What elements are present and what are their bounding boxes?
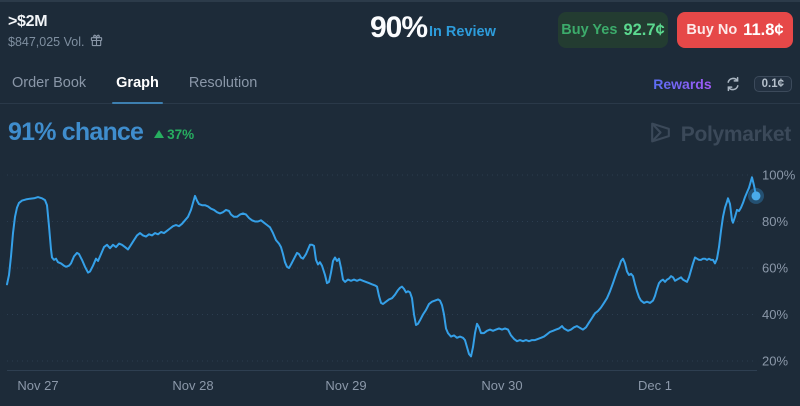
price-chart[interactable]: 100% 80% 60% 40% 20% Nov 27 Nov 28 Nov 29 Nov 30… [0,160,800,401]
polymarket-logo-icon [648,120,673,150]
rewards-link[interactable]: Rewards [653,76,712,92]
buy-yes-price: 92.7¢ [623,20,665,39]
chance-row: 91% chance 37% [8,118,194,147]
delta-value: 37% [167,126,195,142]
price-chart-svg[interactable]: 100% 80% 60% 40% 20% Nov 27 Nov 28 Nov 29 Nov 30… [0,160,800,401]
chance-value: 91% chance [8,118,144,146]
tab-bar: Order Book Graph Resolution [0,62,800,104]
y-axis-label: 80% [762,214,788,229]
y-axis-label: 40% [762,307,788,322]
chance-delta: 37% [154,124,194,142]
y-axis-label: 60% [762,261,788,276]
y-axis-label: 20% [762,354,788,369]
status-badge: In Review [429,24,496,40]
top-divider [0,0,800,2]
tab-bar-right: Rewards 0.1¢ [653,70,792,98]
end-marker-dot [751,191,761,201]
active-tab-underline [112,102,163,104]
brand-watermark: Polymarket [648,120,791,150]
buy-no-label: Buy No [686,22,738,38]
buy-no-price: 11.8¢ [743,20,784,39]
volume-row: $847,025 Vol. [8,34,103,50]
delta-up-icon [154,130,165,138]
tab-graph-label: Graph [116,74,159,91]
x-axis-label: Nov 30 [481,378,522,393]
buy-yes-label: Buy Yes [561,22,618,38]
x-axis-label: Nov 28 [172,378,213,393]
buy-yes-button[interactable]: Buy Yes 92.7¢ [558,12,668,48]
fee-badge[interactable]: 0.1¢ [753,76,792,92]
tab-resolution[interactable]: Resolution [185,62,262,103]
tab-order-book-label: Order Book [12,74,87,91]
brand-name: Polymarket [680,123,792,146]
x-axis-label: Nov 29 [325,378,366,393]
tab-order-book[interactable]: Order Book [8,62,90,103]
price-line [6,176,757,358]
x-axis-label: Nov 27 [17,378,58,393]
refresh-icon[interactable] [725,76,741,92]
x-axis-label: Dec 1 [638,378,672,393]
gift-icon[interactable] [90,34,103,50]
y-axis-label: 100% [762,168,796,183]
tab-graph[interactable]: Graph [112,62,163,104]
buy-no-button[interactable]: Buy No 11.8¢ [677,12,793,48]
volume-label: $847,025 Vol. [8,35,85,49]
market-probability: 90% [370,11,428,44]
market-title: >$2M [8,13,48,30]
tab-resolution-label: Resolution [188,74,258,91]
